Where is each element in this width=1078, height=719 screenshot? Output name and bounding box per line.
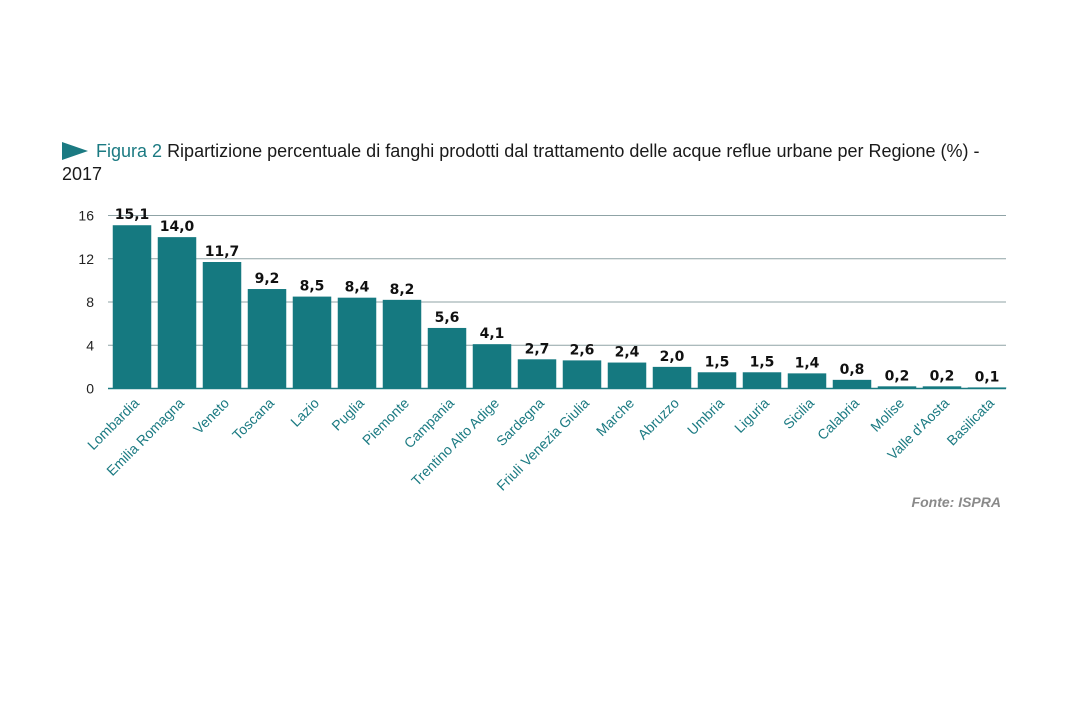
category-label: Marche bbox=[593, 395, 637, 439]
bar bbox=[922, 386, 962, 389]
data-label: 2,6 bbox=[570, 342, 595, 358]
data-label: 1,5 bbox=[750, 354, 775, 370]
source-note: Fonte: ISPRA bbox=[911, 494, 1001, 510]
bar bbox=[697, 372, 737, 389]
data-label: 0,8 bbox=[840, 362, 865, 378]
category-label: Trentino Alto Adige bbox=[408, 395, 502, 489]
data-label: 2,7 bbox=[525, 341, 550, 357]
arrow-icon bbox=[62, 142, 88, 160]
data-label: 15,1 bbox=[115, 207, 150, 223]
category-label: Basilicata bbox=[943, 395, 997, 449]
data-label: 14,0 bbox=[160, 219, 195, 235]
bar bbox=[517, 359, 557, 389]
bars bbox=[112, 225, 1007, 389]
bar bbox=[607, 362, 647, 389]
bar bbox=[337, 297, 377, 389]
data-label: 8,5 bbox=[300, 279, 325, 295]
data-label: 1,5 bbox=[705, 354, 730, 370]
bar bbox=[787, 373, 827, 389]
data-label: 8,2 bbox=[390, 282, 415, 298]
bar bbox=[157, 237, 197, 389]
bar bbox=[742, 372, 782, 389]
figure-title: Figura 2 Ripartizione percentuale di fan… bbox=[62, 140, 1022, 186]
data-label: 8,4 bbox=[345, 280, 370, 296]
y-tick-label: 4 bbox=[86, 337, 94, 353]
bar bbox=[877, 386, 917, 389]
category-label: Umbria bbox=[684, 395, 727, 438]
figure-title-text: Ripartizione percentuale di fanghi prodo… bbox=[62, 141, 980, 184]
bar bbox=[247, 289, 287, 389]
y-tick-label: 8 bbox=[86, 294, 94, 310]
category-label: Lazio bbox=[287, 395, 322, 430]
data-label: 11,7 bbox=[205, 244, 240, 260]
bar bbox=[382, 299, 422, 389]
category-label: Calabria bbox=[814, 395, 862, 443]
grid-lines bbox=[108, 215, 1006, 390]
data-label: 2,4 bbox=[615, 345, 640, 361]
data-label: 1,4 bbox=[795, 355, 820, 371]
bar bbox=[292, 296, 332, 389]
category-label: Molise bbox=[867, 395, 907, 435]
bar bbox=[832, 379, 872, 389]
category-label: Liguria bbox=[731, 395, 772, 436]
bar bbox=[472, 344, 512, 389]
category-label: Toscana bbox=[229, 395, 277, 443]
data-label: 9,2 bbox=[255, 271, 280, 287]
data-label: 4,1 bbox=[480, 326, 505, 342]
bar bbox=[202, 261, 242, 389]
data-label: 0,2 bbox=[930, 368, 955, 384]
data-label: 2,0 bbox=[660, 349, 685, 365]
bar bbox=[652, 366, 692, 389]
data-label: 0,2 bbox=[885, 368, 910, 384]
y-tick-label: 16 bbox=[78, 208, 94, 224]
y-axis-ticks: 0 4 8 12 16 bbox=[78, 208, 94, 397]
y-tick-label: 0 bbox=[86, 381, 94, 397]
bar bbox=[967, 387, 1007, 389]
category-label: Abruzzo bbox=[634, 395, 682, 443]
bar bbox=[562, 360, 602, 389]
data-label: 0,1 bbox=[975, 369, 1000, 385]
figure-label: Figura 2 bbox=[96, 141, 163, 161]
bar bbox=[112, 225, 152, 389]
bar bbox=[427, 327, 467, 389]
y-tick-label: 12 bbox=[78, 251, 94, 267]
category-label: Veneto bbox=[190, 395, 232, 437]
category-label: Puglia bbox=[328, 395, 367, 434]
category-label: Sicilia bbox=[780, 395, 817, 432]
data-labels: 15,1 14,0 11,7 9,2 8,5 8,4 8,2 5,6 4,1 2,7 2,6 2,4 2… bbox=[115, 207, 1000, 385]
data-label: 5,6 bbox=[435, 310, 460, 326]
category-label: Emilia Romagna bbox=[103, 395, 187, 479]
